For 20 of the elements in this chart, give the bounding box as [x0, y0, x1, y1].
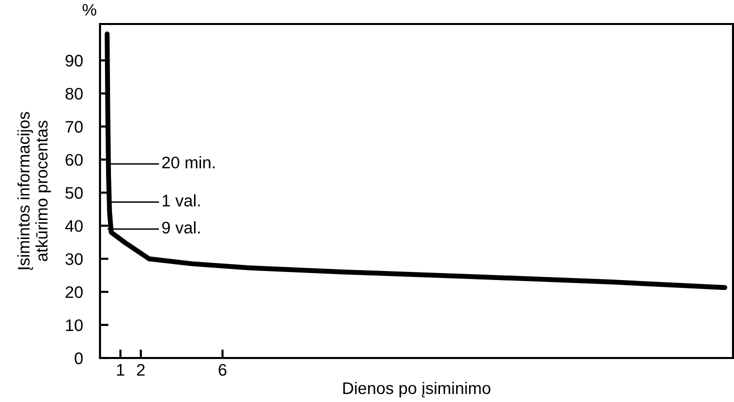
y-tick-label: 0	[74, 352, 83, 364]
annotation: 1 val.	[162, 194, 200, 206]
x-tick-label: 1	[117, 364, 124, 376]
x-tick-label: 6	[218, 364, 226, 376]
x-tick-label: 2	[137, 364, 145, 376]
x-axis-title: Dienos po įsiminimo	[343, 382, 490, 398]
y-tick-label: 10	[66, 319, 83, 332]
y-tick-label: 30	[65, 253, 83, 265]
annotation: 9 val.	[162, 221, 200, 234]
line-series	[104, 31, 728, 290]
y-tick-label: 40	[65, 220, 83, 232]
y-tick-label: 50	[65, 187, 83, 199]
y-tick-label: 80	[66, 88, 83, 100]
y-tick-label: 20	[66, 286, 83, 298]
y-axis-title: Įsimintos informacijos atkūrimo procentas	[17, 112, 51, 270]
text: %	[82, 4, 96, 16]
annotation: 20 min.	[162, 156, 215, 168]
y-tick-label: 70	[66, 120, 83, 133]
y-tick-label: 60	[66, 154, 83, 166]
y-tick-label: 90	[66, 54, 83, 67]
